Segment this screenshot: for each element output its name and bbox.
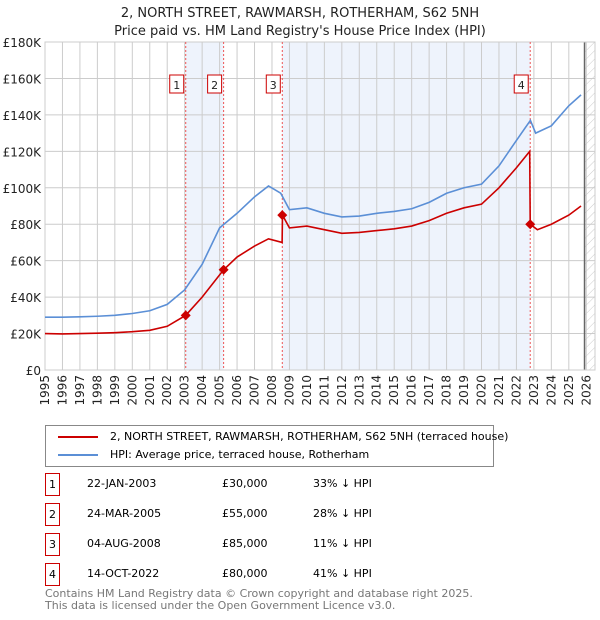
sale-label: 2 [211, 79, 218, 92]
sale-row: 2 24-MAR-2005 £55,000 28% ↓ HPI [45, 503, 545, 526]
x-tick-label: 2008 [265, 375, 279, 406]
x-tick-label: 1996 [55, 375, 69, 406]
x-tick-label: 2001 [143, 375, 157, 406]
footer-line: Contains HM Land Registry data © Crown c… [45, 587, 473, 600]
sale-date: 04-AUG-2008 [87, 537, 161, 550]
y-tick-label: £100K [3, 182, 43, 196]
sale-marker [180, 310, 191, 321]
shade-region [282, 42, 531, 370]
sale-hpi-diff: 28% ↓ HPI [313, 507, 372, 520]
property-line [44, 149, 582, 335]
forecast-hatch [584, 42, 595, 370]
x-tick-label: 1995 [38, 375, 52, 406]
sale-label-box [169, 74, 185, 94]
x-tick-label: 2000 [125, 375, 139, 406]
sale-row: 3 04-AUG-2008 £85,000 11% ↓ HPI [45, 533, 545, 556]
y-tick-label: £140K [3, 109, 43, 123]
x-tick-label: 2006 [230, 375, 244, 406]
sale-number: 3 [45, 533, 60, 556]
sale-price: £85,000 [222, 537, 268, 550]
y-tick-label: £160K [3, 72, 43, 86]
chart: 1995 1996 1997 1998 1999 2000 2001 2002 2003 2004… [3, 36, 596, 406]
sale-number: 2 [45, 503, 60, 526]
legend-label: 2, NORTH STREET, RAWMARSH, ROTHERHAM, S6… [110, 430, 509, 443]
sale-price: £80,000 [222, 567, 268, 580]
shade-region [185, 42, 224, 370]
x-tick-label: 2024 [544, 375, 558, 406]
chart-title: 2, NORTH STREET, RAWMARSH, ROTHERHAM, S6… [120, 6, 480, 21]
sale-date: 24-MAR-2005 [87, 507, 162, 520]
sale-label: 3 [270, 79, 277, 92]
sale-price: £55,000 [222, 507, 268, 520]
x-tick-label: 2010 [300, 375, 314, 406]
x-tick-label: 2009 [282, 375, 296, 406]
x-tick-label: 2018 [440, 375, 454, 406]
sale-number: 4 [45, 563, 60, 586]
sale-number: 1 [45, 473, 60, 496]
sale-date: 22-JAN-2003 [87, 477, 157, 490]
y-tick-label: £80K [10, 218, 42, 232]
footer-line: This data is licensed under the Open Gov… [45, 599, 396, 612]
y-tick-label: £120K [3, 145, 43, 159]
x-tick-label: 2002 [160, 375, 174, 406]
x-tick-label: 2025 [562, 375, 576, 406]
sale-row: 4 14-OCT-2022 £80,000 41% ↓ HPI [45, 563, 545, 586]
legend-item-hpi: HPI: Average price, terraced house, Roth… [58, 446, 369, 464]
x-tick-label: 2019 [457, 375, 471, 406]
footer: Contains HM Land Registry data © Crown c… [45, 588, 473, 612]
hpi-line [45, 94, 582, 318]
plot-frame [44, 41, 596, 371]
sale-marker [277, 210, 288, 221]
legend-label: HPI: Average price, terraced house, Roth… [110, 448, 370, 461]
x-tick-label: 2021 [492, 375, 506, 406]
legend-item-property: 2, NORTH STREET, RAWMARSH, ROTHERHAM, S6… [58, 428, 508, 446]
sale-row: 1 22-JAN-2003 £30,000 33% ↓ HPI [45, 473, 545, 496]
x-tick-label: 2017 [422, 375, 436, 406]
sale-label-box [207, 74, 223, 94]
x-tick-label: 2020 [475, 375, 489, 406]
sale-hpi-diff: 11% ↓ HPI [313, 537, 372, 550]
sale-label: 1 [173, 79, 180, 92]
x-tick-label: 2011 [317, 375, 331, 406]
x-tick-label: 2015 [387, 375, 401, 406]
x-tick-label: 1998 [90, 375, 104, 406]
x-tick-label: 2007 [248, 375, 262, 406]
x-tick-label: 2023 [527, 375, 541, 406]
x-tick-label: 2016 [405, 375, 419, 406]
sale-label: 4 [518, 79, 525, 92]
y-tick-label: £40K [10, 291, 42, 305]
x-tick-label: 1997 [73, 375, 87, 406]
x-tick-label: 2014 [370, 375, 384, 406]
sale-hpi-diff: 41% ↓ HPI [313, 567, 372, 580]
sale-marker [218, 264, 229, 275]
sale-hpi-diff: 33% ↓ HPI [313, 477, 372, 490]
y-tick-label: £20K [10, 328, 42, 342]
legend: 2, NORTH STREET, RAWMARSH, ROTHERHAM, S6… [45, 425, 508, 467]
sale-price: £30,000 [222, 477, 268, 490]
x-tick-label: 2022 [509, 375, 523, 406]
chart-subtitle: Price paid vs. HM Land Registry's House … [114, 24, 486, 39]
y-tick-label: £180K [3, 36, 43, 50]
x-tick-label: 2013 [352, 375, 366, 406]
x-tick-label: 1999 [108, 375, 122, 406]
y-tick-label: £60K [10, 255, 42, 269]
sale-marker [525, 219, 536, 230]
x-tick-label: 2004 [195, 375, 209, 406]
x-tick-label: 2012 [335, 375, 349, 406]
sale-label-box [513, 74, 529, 94]
y-tick-label: £0 [26, 364, 41, 378]
sale-date: 14-OCT-2022 [87, 567, 160, 580]
x-tick-label: 2005 [213, 375, 227, 406]
sale-label-box [265, 74, 281, 94]
x-tick-label: 2003 [178, 375, 192, 406]
x-tick-label: 2026 [579, 375, 593, 406]
